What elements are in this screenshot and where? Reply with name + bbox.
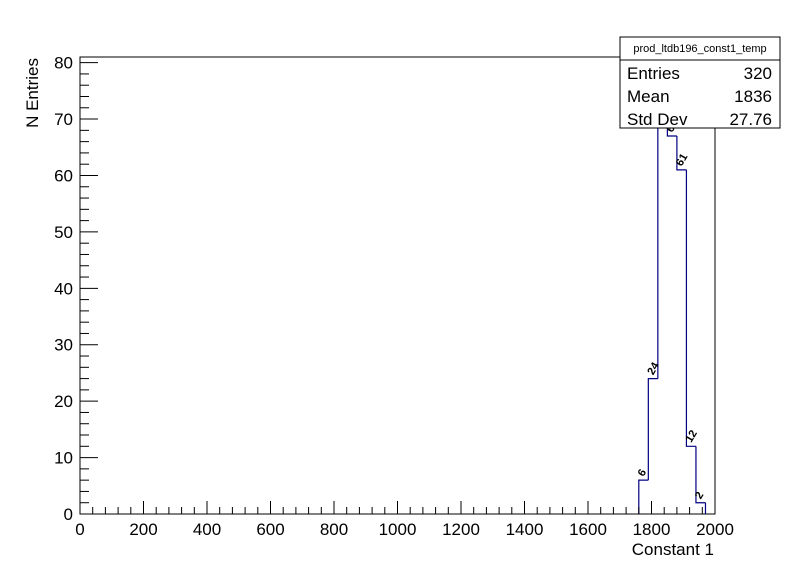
stats-stddev-label: Std Dev — [627, 110, 688, 129]
stats-box-title: prod_ltdb196_const1_temp — [633, 43, 766, 55]
x-tick-label: 600 — [256, 520, 284, 539]
x-tick-label: 2000 — [696, 520, 734, 539]
stats-box: prod_ltdb196_const1_temp Entries 320 Mea… — [619, 36, 781, 129]
bar-value-label: 61 — [674, 152, 691, 169]
y-axis: 0 10 20 30 40 50 60 70 80 — [54, 54, 98, 524]
stats-entries-label: Entries — [627, 64, 680, 83]
stats-mean-value: 1836 — [734, 87, 772, 106]
bar-value-label: 12 — [683, 428, 700, 445]
histogram-bin-6 — [695, 446, 706, 504]
y-tick-label: 0 — [64, 505, 73, 524]
histogram-bin-4 — [676, 135, 687, 171]
bar-value-label: 6 — [636, 467, 649, 478]
x-tick-label: 400 — [193, 520, 221, 539]
histogram-bin-5 — [685, 169, 696, 447]
x-tick-label: 1400 — [506, 520, 544, 539]
histogram-bin-2 — [657, 57, 668, 379]
x-axis-title: Constant 1 — [632, 540, 714, 559]
x-tick-label: 1000 — [379, 520, 417, 539]
x-axis: 0 200 400 600 800 1000 1200 1400 1600 1800 2000 — [75, 501, 734, 539]
y-tick-label: 60 — [54, 166, 73, 185]
x-tick-label: 1200 — [442, 520, 480, 539]
y-tick-label: 10 — [54, 449, 73, 468]
y-tick-label: 20 — [54, 392, 73, 411]
stats-box-frame — [619, 36, 781, 129]
y-tick-label: 50 — [54, 223, 73, 242]
x-tick-label: 1600 — [569, 520, 607, 539]
y-tick-label: 40 — [54, 279, 73, 298]
x-tick-label: 200 — [129, 520, 157, 539]
y-tick-label: 30 — [54, 336, 73, 355]
x-tick-label: 1800 — [633, 520, 671, 539]
x-tick-label: 0 — [75, 520, 84, 539]
histogram-bin-0 — [638, 479, 649, 514]
y-tick-label: 80 — [54, 54, 73, 73]
y-axis-title: N Entries — [23, 58, 42, 128]
y-tick-label: 70 — [54, 110, 73, 129]
histogram-bin-1 — [647, 377, 658, 481]
stats-entries-value: 320 — [744, 64, 772, 83]
bar-value-label: 24 — [645, 360, 662, 377]
stats-mean-label: Mean — [627, 87, 670, 106]
histogram-bars — [638, 57, 707, 514]
stats-stddev-value: 27.76 — [729, 110, 772, 129]
bar-value-label: 2 — [693, 490, 706, 501]
x-tick-label: 800 — [320, 520, 348, 539]
